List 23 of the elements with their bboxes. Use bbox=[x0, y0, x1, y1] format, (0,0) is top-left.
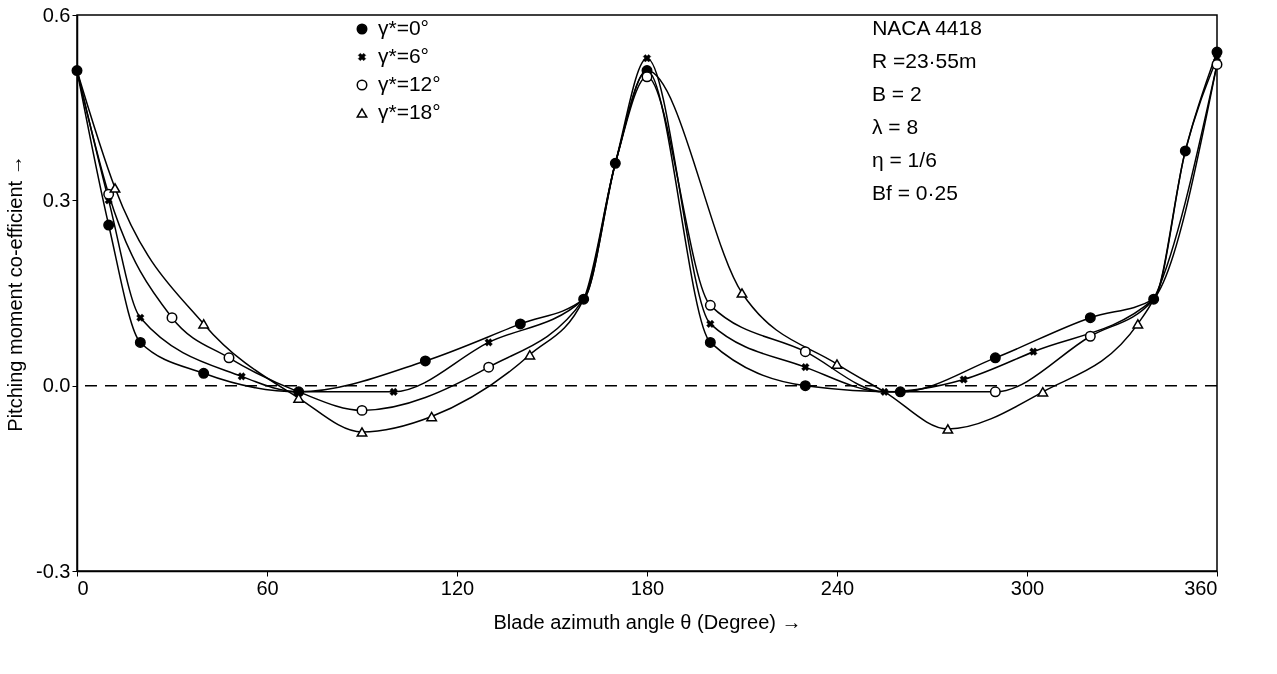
legend-label: γ*=0° bbox=[378, 16, 430, 39]
annotation: R =23·55m bbox=[872, 49, 977, 72]
annotation: λ = 8 bbox=[872, 115, 919, 138]
annotation: Bf = 0·25 bbox=[872, 181, 958, 204]
x-tick-label: 120 bbox=[440, 576, 475, 599]
annotation: η = 1/6 bbox=[872, 148, 937, 171]
legend-label: γ*=18° bbox=[378, 100, 441, 123]
legend-label: γ*=12° bbox=[378, 72, 441, 95]
y-tick-label: -0.3 bbox=[36, 559, 71, 582]
x-tick-label: 360 bbox=[1184, 576, 1218, 599]
x-tick-label: 300 bbox=[1010, 576, 1045, 599]
y-tick-label: 0.3 bbox=[42, 188, 71, 211]
annotation: B = 2 bbox=[872, 82, 922, 105]
legend-label: γ*=6° bbox=[378, 44, 430, 67]
x-tick-label: 240 bbox=[820, 576, 855, 599]
x-axis-title: Blade azimuth angle θ (Degree) → bbox=[493, 610, 802, 633]
y-axis-title: Pitching moment co-efficient → bbox=[4, 155, 27, 432]
x-tick-label: 60 bbox=[256, 576, 279, 599]
x-tick-label: 0 bbox=[77, 576, 89, 599]
y-tick-label: 0.6 bbox=[42, 3, 71, 26]
x-tick-label: 180 bbox=[630, 576, 665, 599]
y-tick-label: 0.0 bbox=[42, 374, 71, 397]
annotation: NACA 4418 bbox=[872, 16, 982, 39]
